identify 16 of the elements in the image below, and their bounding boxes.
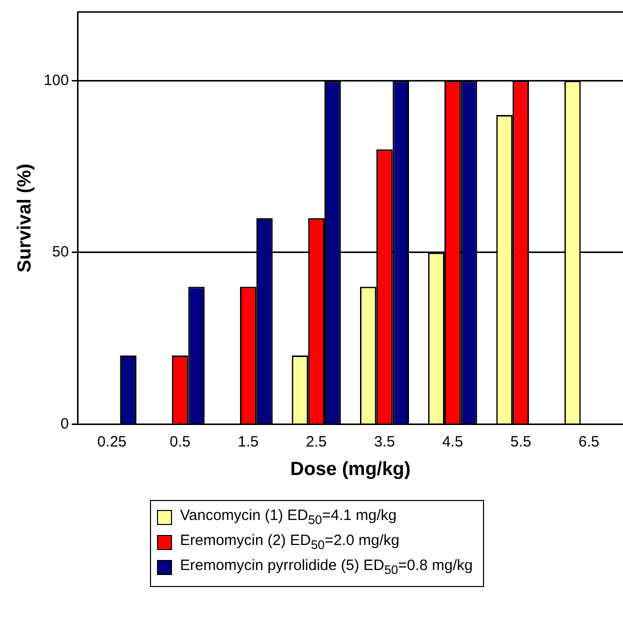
x-axis-title: Dose (mg/kg) <box>290 458 411 480</box>
x-tick-label: 6.5 <box>578 433 600 450</box>
y-tick-label: 50 <box>52 244 69 261</box>
legend-label: Eremomycin (2) ED$_{50}$=2.0 mg/kg <box>180 532 400 552</box>
legend-label: Eremomycin pyrrolidide (5) ED$_{50}$=0.8 mg/kg <box>180 557 473 577</box>
x-tick-label: 0.25 <box>97 433 126 450</box>
x-tick-label: 1.5 <box>238 433 259 450</box>
x-tick-label: 3.5 <box>374 433 395 450</box>
legend-label: Vancomycin (1) ED$_{50}$=4.1 mg/kg <box>180 507 397 527</box>
y-tick-label: 100 <box>44 72 69 89</box>
x-tick-label: 5.5 <box>510 433 532 450</box>
x-tick-label: 4.5 <box>442 433 464 450</box>
x-tick-label: 0.5 <box>170 433 190 450</box>
x-tick-label: 2.5 <box>306 433 327 450</box>
y-tick-label: 0 <box>60 415 69 432</box>
y-axis-title: Survival (%) <box>14 164 36 272</box>
